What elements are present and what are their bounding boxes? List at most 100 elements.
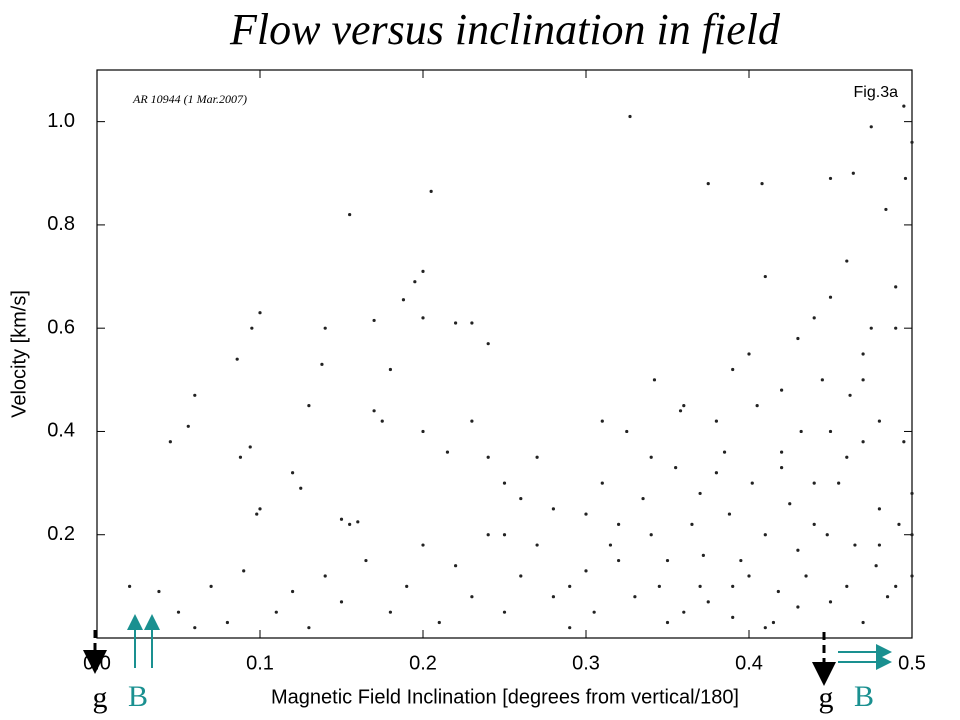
- point: [877, 507, 882, 511]
- point: [869, 125, 873, 129]
- point: [608, 543, 613, 547]
- point: [739, 558, 743, 563]
- point: [429, 189, 433, 193]
- point: [674, 466, 678, 470]
- point: [348, 522, 352, 527]
- point: [307, 404, 311, 408]
- point: [820, 378, 824, 382]
- point: [242, 569, 246, 573]
- point: [633, 595, 637, 599]
- point: [848, 393, 852, 397]
- point: [706, 600, 710, 604]
- y-tick-label: 0.8: [47, 213, 75, 235]
- point: [747, 574, 751, 578]
- point: [320, 362, 324, 366]
- point: [884, 207, 888, 212]
- figure-label: Fig.3a: [854, 84, 899, 101]
- point: [225, 620, 229, 625]
- point: [902, 104, 906, 108]
- point: [248, 445, 252, 449]
- point: [193, 393, 197, 397]
- point: [128, 584, 132, 588]
- point: [323, 574, 327, 578]
- point: [828, 429, 833, 434]
- point: [910, 140, 914, 144]
- point: [812, 481, 816, 485]
- point: [209, 584, 213, 588]
- point: [812, 522, 816, 527]
- point: [731, 615, 735, 619]
- point: [356, 520, 360, 524]
- point: [771, 620, 776, 625]
- point: [421, 429, 425, 434]
- point: [470, 321, 474, 325]
- point: [291, 589, 295, 594]
- point: [519, 496, 523, 501]
- point: [682, 610, 686, 614]
- point: [625, 429, 629, 434]
- point: [910, 574, 914, 578]
- y-tick-label: 0.4: [47, 420, 75, 442]
- point: [299, 486, 303, 490]
- point: [747, 352, 751, 356]
- point: [894, 326, 898, 330]
- point: [760, 182, 764, 186]
- point: [584, 512, 588, 516]
- point: [641, 496, 645, 501]
- point: [584, 569, 588, 573]
- field-label: B: [128, 680, 148, 713]
- point: [486, 455, 490, 459]
- point: [714, 419, 719, 423]
- point: [235, 357, 239, 361]
- point: [861, 378, 865, 382]
- point: [665, 558, 670, 563]
- point: [255, 512, 259, 516]
- point: [250, 326, 254, 330]
- point: [698, 491, 702, 496]
- x-axis-label: Magnetic Field Inclination [degrees from…: [271, 686, 739, 708]
- point: [238, 455, 243, 459]
- x-tick-label: 0.4: [735, 652, 763, 674]
- y-tick-label: 0.2: [47, 523, 75, 545]
- point: [837, 481, 841, 485]
- point: [628, 114, 632, 119]
- point: [698, 584, 702, 588]
- point: [413, 280, 417, 284]
- point: [750, 481, 754, 485]
- point: [731, 367, 735, 372]
- point: [437, 620, 441, 625]
- point: [812, 316, 816, 320]
- point: [274, 610, 278, 614]
- point: [372, 409, 376, 413]
- point: [372, 318, 376, 323]
- point: [258, 507, 262, 511]
- point: [568, 626, 572, 630]
- point: [401, 298, 406, 302]
- x-tick-label: 0.0: [83, 652, 111, 674]
- y-axis-label: Velocity [km/s]: [8, 290, 30, 418]
- point: [186, 424, 190, 428]
- point: [828, 295, 833, 299]
- point: [551, 595, 556, 599]
- point: [861, 440, 865, 444]
- point: [470, 595, 474, 599]
- x-tick-label: 0.5: [898, 652, 926, 674]
- point: [894, 285, 898, 289]
- point: [665, 620, 670, 625]
- gravity-label: g: [819, 681, 834, 714]
- point: [763, 626, 767, 630]
- point: [388, 367, 392, 372]
- y-tick-label: 1.0: [47, 110, 75, 132]
- point: [722, 450, 727, 454]
- point: [339, 600, 344, 604]
- point: [421, 316, 425, 320]
- point: [853, 543, 857, 547]
- chart-title: Flow versus inclination in field: [229, 5, 781, 54]
- point: [885, 595, 890, 599]
- point: [763, 274, 767, 279]
- point: [421, 269, 425, 273]
- point: [652, 378, 657, 382]
- x-tick-label: 0.3: [572, 652, 600, 674]
- point: [551, 507, 556, 511]
